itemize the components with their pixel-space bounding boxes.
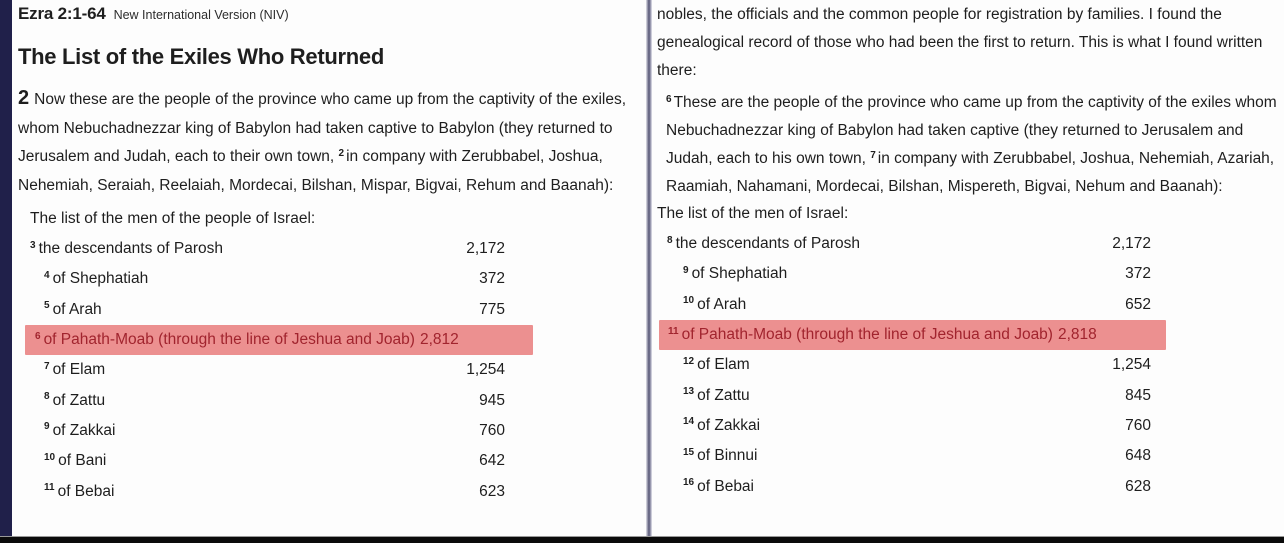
exile-count-list: 8 the descendants of Parosh 2,172 9 of S… [657,229,1166,502]
verse-number: 5 [44,300,50,312]
verse-number: 4 [44,269,50,281]
family-name: of Zattu [697,386,750,404]
chapter-number: 2 [18,87,30,109]
family-name: the descendants of Parosh [675,235,860,253]
verse-number: 6 [35,330,41,342]
list-intro: The list of the men of the people of Isr… [30,210,316,227]
verse-number: 13 [683,386,695,398]
section-heading: The List of the Exiles Who Returned [18,44,384,69]
verse-number: 9 [683,264,689,276]
family-name: of Bebai [57,482,115,500]
count-value: 628 [1125,477,1151,495]
verse-marker: 7 [870,150,876,161]
paragraph-text: in company with Zerubbabel, Joshua, Nehe… [18,148,614,194]
family-name: of Binnui [697,447,758,465]
paragraph-text: Now these are the people of the province… [18,91,627,165]
family-name: of Arah [697,295,747,313]
passage-paragraph: nobles, the officials and the common peo… [657,6,1263,79]
verse-number: 8 [44,391,50,403]
verse-number: 15 [683,446,695,458]
passage-paragraph: 6 These are the people of the province wh… [657,89,1279,201]
list-item: 11 of Pahath-Moab (through the line of J… [659,319,1166,351]
paragraph-text: These are the people of the province who… [666,94,1277,167]
count-value: 1,254 [1112,356,1151,374]
count-value: 2,172 [466,240,505,258]
family-name: of Pahath-Moab (through the line of Jesh… [681,326,1053,344]
window-bottom-bar [0,536,1284,543]
list-item: 10 of Arah 652 [657,290,1151,320]
list-item: 8 the descendants of Parosh 2,172 [657,229,1151,259]
count-value: 2,172 [1112,235,1151,253]
list-item: 3 the descendants of Parosh 2,172 [18,234,505,264]
count-value: 623 [479,482,505,500]
verse-number: 14 [683,416,695,428]
exile-count-list: 3 the descendants of Parosh 2,172 4 of S… [18,234,533,507]
family-name: the descendants of Parosh [38,240,223,258]
list-item: 10 of Bani 642 [18,446,505,476]
verse-number: 9 [44,421,50,433]
verse-number: 3 [30,239,36,251]
count-value: 945 [479,391,505,409]
family-name: of Shephatiah [691,265,788,283]
paragraph-text: in company with Zerubbabel, Joshua, Nehe… [666,150,1275,195]
translation-label: New International Version (NIV) [113,8,289,22]
family-name: of Arah [52,300,102,318]
list-intro: The list of the men of Israel: [657,205,849,222]
count-value: 845 [1125,386,1151,404]
family-name: of Pahath-Moab (through the line of Jesh… [43,331,415,349]
list-item: 7 of Elam 1,254 [18,355,505,385]
passage-paragraph: 2 Now these are the people of the provinc… [18,84,634,200]
family-name: of Bebai [697,477,755,495]
list-item: 16 of Bebai 628 [657,471,1151,501]
count-value: 775 [479,300,505,318]
verse-number: 7 [44,360,50,372]
list-item: 11 of Bebai 623 [18,476,505,506]
count-value: 648 [1125,447,1151,465]
list-item: 15 of Binnui 648 [657,441,1151,471]
verse-marker: 6 [666,94,672,105]
family-name: of Bani [58,452,107,470]
list-item: 9 of Shephatiah 372 [657,259,1151,289]
passage-header: Ezra 2:1-64 New International Version (NI… [18,0,634,24]
passage-column-ezra: Ezra 2:1-64 New International Version (NI… [18,0,634,507]
list-item: 6 of Pahath-Moab (through the line of Je… [25,324,533,356]
count-value: 372 [1125,265,1151,283]
family-name: of Zakkai [697,416,761,434]
family-name: of Zakkai [52,421,116,439]
count-value: 652 [1125,295,1151,313]
list-item: 12 of Elam 1,254 [657,350,1151,380]
count-value: 2,812 [419,331,459,349]
list-item: 14 of Zakkai 760 [657,411,1151,441]
verse-number: 12 [683,355,695,367]
count-value: 372 [479,270,505,288]
passage-reference: Ezra 2:1-64 [18,4,106,23]
verse-marker: 2 [338,148,345,159]
list-item: 13 of Zattu 845 [657,380,1151,410]
family-name: of Zattu [52,391,106,409]
column-divider [646,0,652,543]
list-item: 4 of Shephatiah 372 [18,264,505,294]
verse-number: 11 [44,482,55,494]
window-left-edge [0,0,12,543]
count-value: 2,818 [1057,326,1097,344]
list-item: 9 of Zakkai 760 [18,416,505,446]
count-value: 760 [479,421,505,439]
family-name: of Shephatiah [52,270,149,288]
count-value: 1,254 [466,361,505,379]
verse-number: 11 [668,325,679,337]
verse-number: 10 [44,451,56,463]
list-item: 5 of Arah 775 [18,295,505,325]
passage-column-nehemiah: nobles, the officials and the common peo… [657,0,1279,502]
count-value: 760 [1125,416,1151,434]
verse-number: 10 [683,295,695,307]
list-item: 8 of Zattu 945 [18,385,505,415]
count-value: 642 [479,452,505,470]
family-name: of Elam [52,361,106,379]
verse-number: 8 [667,234,673,246]
verse-number: 16 [683,477,695,489]
family-name: of Elam [697,356,750,374]
